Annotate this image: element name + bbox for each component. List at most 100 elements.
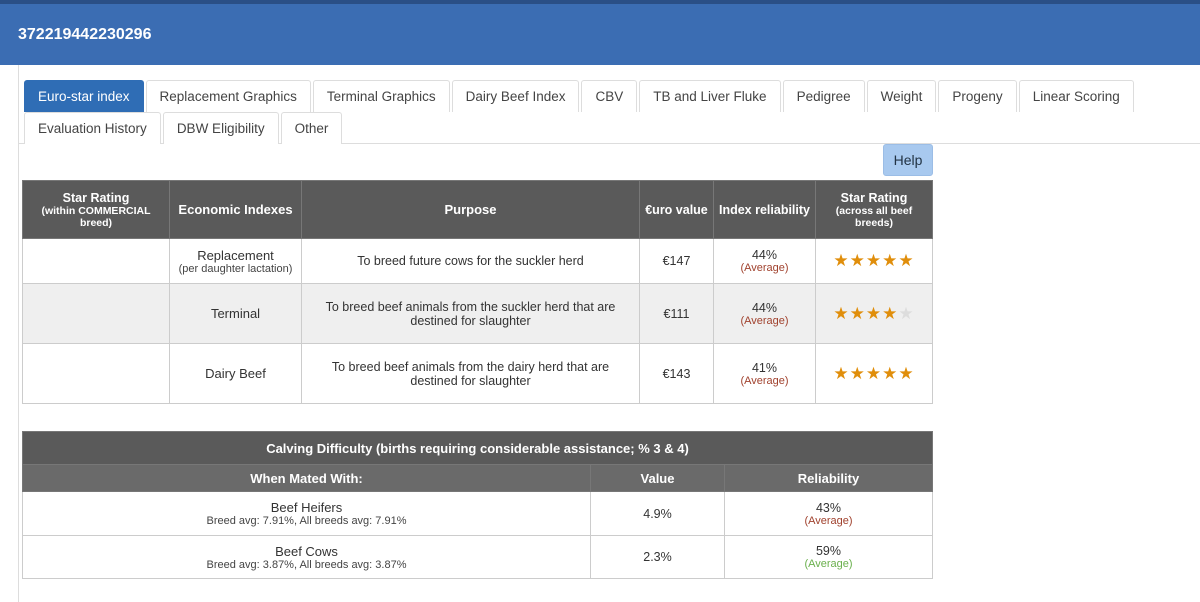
star: ★ <box>898 303 915 323</box>
tab[interactable]: Replacement Graphics <box>145 80 311 112</box>
calving-table: Calving Difficulty (births requiring con… <box>22 431 933 579</box>
calving-row: Beef Heifers Breed avg: 7.91%, All breeds… <box>22 491 933 536</box>
column-header: Index reliability <box>713 180 816 239</box>
title-row: Calving Difficulty (births requiring con… <box>22 431 933 465</box>
help-button[interactable]: Help <box>883 144 933 176</box>
star-rating-commercial <box>22 238 170 284</box>
mated-with: Beef Heifers Breed avg: 7.91%, All breeds… <box>22 491 591 536</box>
reliability-label: (Average) <box>740 262 789 274</box>
modal-title: 372219442230296 <box>18 26 152 43</box>
star: ★ <box>833 303 850 323</box>
header-title: Index reliability <box>718 202 810 217</box>
tab[interactable]: TB and Liver Fluke <box>639 80 781 112</box>
header-title: Star Rating <box>840 190 908 205</box>
star: ★ <box>833 251 850 270</box>
calving-row: Beef Cows Breed avg: 3.87%, All breeds av… <box>22 535 933 579</box>
index-name: Replacement <box>197 247 274 263</box>
header-sub: (across all beef breeds) <box>835 204 913 229</box>
tab[interactable]: Linear Scoring <box>1018 80 1134 112</box>
purpose: To breed future cows for the suckler her… <box>301 238 640 284</box>
reliability-label: (Average) <box>804 514 853 527</box>
economic-index: Dairy Beef <box>169 343 302 404</box>
reliability-value: 44% <box>751 300 778 315</box>
reliability: 41% (Average) <box>713 343 816 404</box>
purpose: To breed beef animals from the suckler h… <box>301 283 640 344</box>
star: ★ <box>865 303 883 323</box>
star: ★ <box>849 363 866 383</box>
index-row: Dairy Beef To breed beef animals from the… <box>22 343 933 404</box>
header-row: When Mated With: Value Reliability <box>22 464 933 492</box>
column-header: Purpose <box>301 180 640 239</box>
reliability: 44% (Average) <box>713 283 816 344</box>
tab[interactable]: CBV <box>581 80 638 112</box>
star-rating-commercial <box>22 283 170 344</box>
index-note: (per daughter lactation) <box>178 262 293 275</box>
index-name: Terminal <box>210 306 261 321</box>
mate-note: Breed avg: 3.87%, All breeds avg: 3.87% <box>206 558 407 571</box>
index-table: Star Rating (within COMMERCIAL breed) Econ… <box>22 180 933 404</box>
euro-value: €143 <box>639 343 714 404</box>
reliability: 59% (Average) <box>724 535 933 579</box>
mate-name: Beef Cows <box>275 543 338 559</box>
star: ★ <box>882 251 899 270</box>
euro-value: €147 <box>639 238 714 284</box>
star: ★ <box>865 363 883 383</box>
header-sub: (within COMMERCIAL breed) <box>41 204 151 229</box>
euro-value: €111 <box>639 283 714 344</box>
index-row: Replacement (per daughter lactation) To br… <box>22 238 933 284</box>
reliability: 43% (Average) <box>724 491 933 536</box>
table-title: Calving Difficulty (births requiring con… <box>22 431 933 465</box>
star-rating: ★★★★★ <box>815 238 933 284</box>
tab[interactable]: Evaluation History <box>24 112 161 144</box>
mated-with: Beef Cows Breed avg: 3.87%, All breeds av… <box>22 535 591 579</box>
mate-name: Beef Heifers <box>270 500 343 515</box>
reliability-value: 59% <box>815 544 842 558</box>
star: ★ <box>849 251 866 270</box>
tab[interactable]: DBW Eligibility <box>162 112 279 144</box>
tab-row: Evaluation History DBW Eligibility Other <box>24 112 343 144</box>
modal-header: 372219442230296 <box>0 0 1200 65</box>
header-title: Economic Indexes <box>178 202 293 217</box>
value: 2.3% <box>590 535 725 579</box>
star: ★ <box>865 251 883 270</box>
reliability: 44% (Average) <box>713 238 816 284</box>
column-header: Star Rating (across all beef breeds) <box>815 180 933 239</box>
economic-index: Replacement (per daughter lactation) <box>169 238 302 284</box>
star: ★ <box>898 363 915 383</box>
star: ★ <box>898 251 915 270</box>
reliability-value: 41% <box>751 360 778 375</box>
star-rating: ★★★★★ <box>815 343 933 404</box>
header-title: Purpose <box>444 202 497 217</box>
star: ★ <box>882 363 899 383</box>
column-header: Reliability <box>724 464 933 492</box>
star-rating: ★★★★★ <box>815 283 933 344</box>
star: ★ <box>833 363 850 383</box>
star: ★ <box>849 303 866 323</box>
column-header: €uro value <box>639 180 714 239</box>
header-title: Star Rating <box>62 190 130 205</box>
tab[interactable]: Progeny <box>938 80 1017 112</box>
index-name: Dairy Beef <box>205 366 266 381</box>
purpose: To breed beef animals from the dairy her… <box>301 343 640 404</box>
column-header: When Mated With: <box>22 464 591 492</box>
tab[interactable]: Weight <box>866 80 937 112</box>
star-rating-commercial <box>22 343 170 404</box>
header-row: Star Rating (within COMMERCIAL breed) Econ… <box>22 180 933 239</box>
tab[interactable]: Dairy Beef Index <box>451 80 580 112</box>
reliability-label: (Average) <box>740 314 789 327</box>
value: 4.9% <box>590 491 725 536</box>
mate-note: Breed avg: 7.91%, All breeds avg: 7.91% <box>206 515 407 527</box>
tab[interactable]: Other <box>280 112 343 144</box>
column-header: Economic Indexes <box>169 180 302 239</box>
tab-divider <box>19 143 1200 144</box>
tab[interactable]: Terminal Graphics <box>312 80 450 112</box>
header-title: €uro value <box>645 202 708 217</box>
tab[interactable]: Pedigree <box>782 80 865 112</box>
index-row: Terminal To breed beef animals from the s… <box>22 283 933 344</box>
economic-index: Terminal <box>169 283 302 344</box>
reliability-label: (Average) <box>804 558 853 570</box>
tab[interactable]: Euro-star index <box>24 80 144 112</box>
reliability-label: (Average) <box>740 374 789 387</box>
reliability-value: 44% <box>751 248 778 262</box>
star: ★ <box>882 303 899 323</box>
